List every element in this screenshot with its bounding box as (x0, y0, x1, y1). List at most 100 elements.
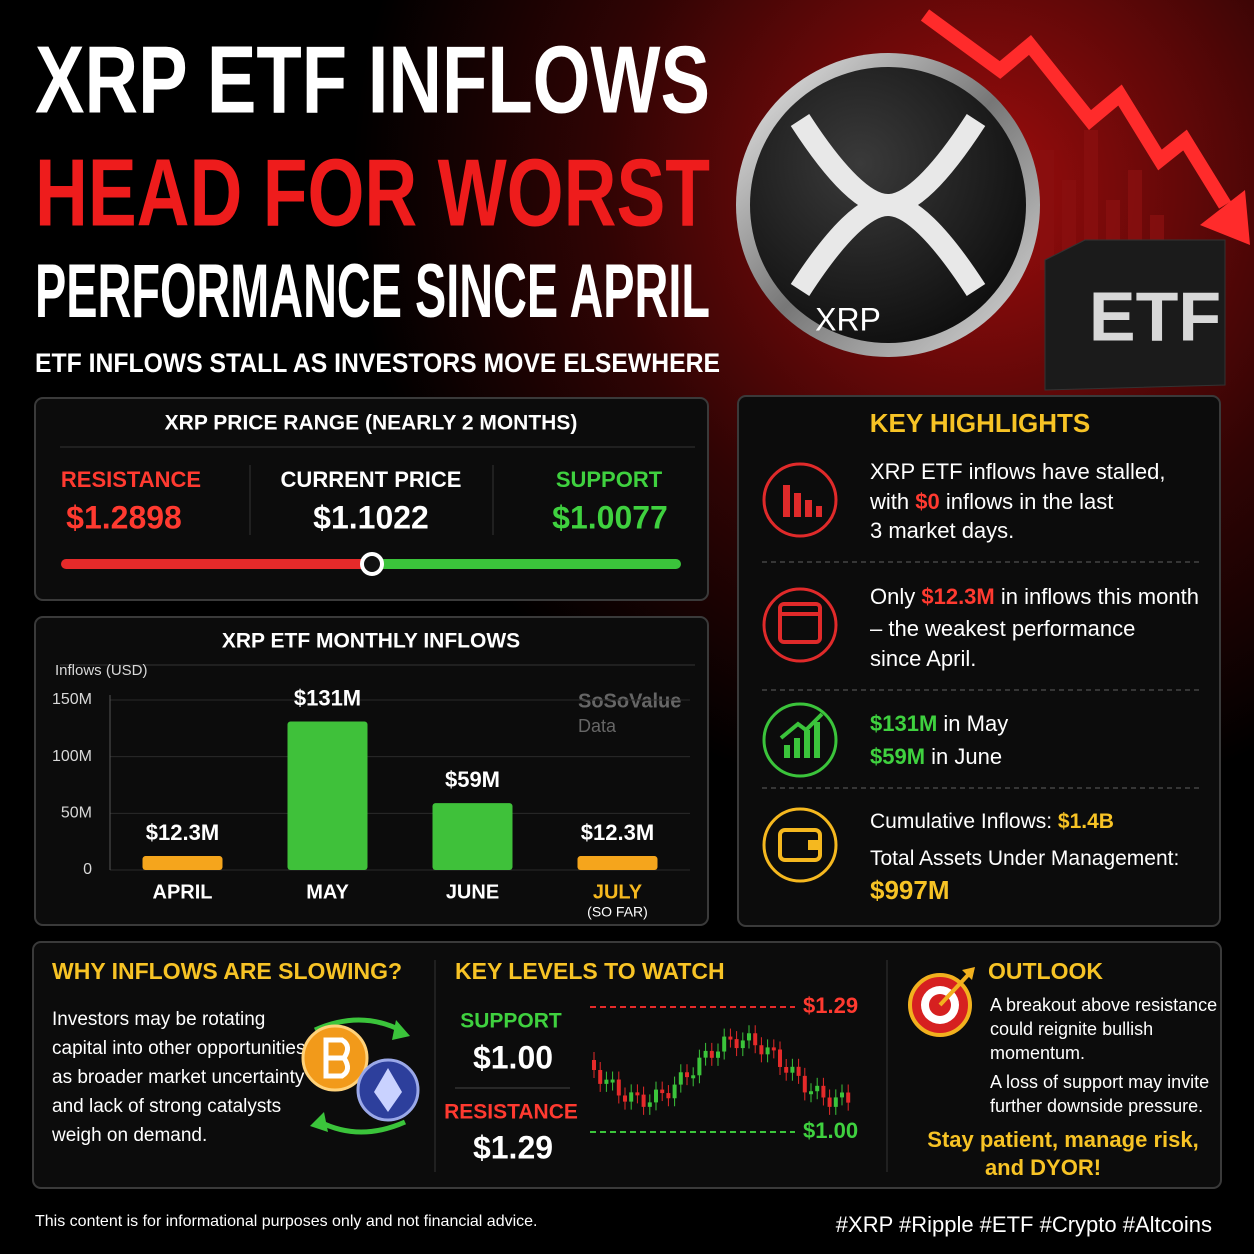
y-tick-label: 150M (52, 691, 92, 708)
highlight-text: XRP ETF inflows have stalled, with $0 in… (869, 459, 1172, 543)
label: CURRENT PRICE (281, 467, 462, 492)
price: $1.0077 (552, 499, 668, 535)
outlook-text: A breakout above resistance could reignit… (990, 995, 1217, 1116)
x-tick-label: MAY (306, 881, 349, 903)
candle (784, 1066, 789, 1073)
panel-title: KEY HIGHLIGHTS (870, 408, 1091, 438)
candle (790, 1066, 795, 1073)
panel (737, 395, 1221, 927)
target-icon (908, 967, 975, 1037)
candle (660, 1089, 665, 1094)
y-tick-label: 50M (61, 805, 92, 822)
candle (598, 1070, 603, 1084)
arrow-head (1200, 190, 1250, 245)
highlight-text: $131M in May $59M in June (870, 711, 1014, 769)
candle (691, 1075, 696, 1079)
candle (592, 1060, 596, 1070)
bar (577, 856, 658, 870)
candle (747, 1033, 751, 1041)
candle (678, 1072, 683, 1085)
bar-chart: 0 50M 100M 150M $12.3M APRIL $131M MAY $59M JUNE $… (52, 685, 690, 920)
candle (610, 1079, 615, 1083)
price: $1.29 (473, 1129, 553, 1165)
bar (142, 856, 223, 870)
trend-arrow (920, 9, 1231, 209)
x-tick-label: JUNE (446, 881, 499, 903)
candle (765, 1047, 770, 1055)
price: $1.00 (473, 1039, 553, 1075)
text-line: and lack of strong catalysts (52, 1096, 281, 1117)
data-label: $12.3M (146, 820, 219, 845)
data-label: $59M (445, 767, 500, 792)
disclaimer: This content is for informational purpos… (35, 1213, 538, 1230)
range-marker (360, 552, 384, 576)
x-tick-label: APRIL (153, 881, 213, 903)
candle (629, 1092, 634, 1102)
label: SUPPORT (460, 1010, 562, 1033)
y-tick-label: 0 (83, 861, 92, 878)
candle (722, 1036, 727, 1052)
hashtags: #XRP #Ripple #ETF #Crypto #Altcoins (836, 1212, 1212, 1237)
highlight-text: Cumulative Inflows: $1.4B Total Assets U… (870, 810, 1185, 905)
price: $1.1022 (313, 499, 429, 535)
level-label: $1.29 (803, 993, 858, 1018)
category-note: (SO FAR) (587, 904, 648, 920)
data-label: $12.3M (581, 820, 654, 845)
candle (709, 1050, 714, 1058)
etf-label: ETF (1089, 277, 1221, 355)
candle (827, 1097, 832, 1107)
level-label: $1.00 (803, 1118, 858, 1143)
subtitle: ETF INFLOWS STALL AS INVESTORS MOVE ELSE… (35, 348, 720, 378)
candle (703, 1050, 708, 1058)
candle (821, 1085, 826, 1098)
candle (623, 1095, 627, 1102)
closing: Stay patient, manage risk, (927, 1127, 1198, 1152)
candle (771, 1047, 776, 1051)
candle (697, 1057, 702, 1076)
coin-label: XRP (815, 301, 881, 337)
section-title: WHY INFLOWS ARE SLOWING? (52, 958, 402, 984)
text-line: further downside pressure. (990, 1096, 1203, 1116)
y-tick-label: 100M (52, 748, 92, 765)
text-line: as broader market uncertainty (52, 1067, 305, 1088)
data-label: $131M (294, 685, 361, 710)
watermark: SoSoValue (578, 690, 681, 712)
highlight-text: Only $12.3M in inflows this month – the … (870, 584, 1205, 671)
watermark: Data (578, 716, 617, 736)
section-title: KEY LEVELS TO WATCH (455, 958, 725, 984)
panel-title: XRP PRICE RANGE (NEARLY 2 MONTHS) (165, 412, 578, 435)
text-line: momentum. (990, 1043, 1085, 1063)
title-line: XRP ETF INFLOWS (35, 26, 710, 133)
candle (759, 1045, 764, 1055)
price: $1.2898 (66, 499, 182, 535)
candle (833, 1097, 838, 1107)
candle (728, 1036, 733, 1040)
candle (685, 1072, 689, 1078)
text-line: A loss of support may invite (990, 1072, 1209, 1092)
candle (815, 1085, 820, 1092)
candle-pattern (592, 1025, 851, 1115)
candle (840, 1092, 844, 1098)
candle (672, 1084, 677, 1099)
panel (34, 397, 709, 601)
candle (647, 1102, 652, 1107)
candle (846, 1092, 851, 1103)
candle (802, 1075, 807, 1093)
coins-icon (301, 1017, 420, 1135)
chart-title: XRP ETF MONTHLY INFLOWS (222, 630, 520, 653)
candle (740, 1040, 745, 1049)
text-line: weigh on demand. (51, 1125, 207, 1146)
label: RESISTANCE (61, 467, 201, 492)
label: RESISTANCE (444, 1101, 578, 1124)
candle (604, 1079, 609, 1084)
label: SUPPORT (556, 467, 663, 492)
title-line: PERFORMANCE SINCE APRIL (35, 249, 710, 334)
title-line: HEAD FOR WORST (35, 139, 710, 246)
icon (762, 462, 838, 883)
closing: and DYOR! (985, 1155, 1101, 1180)
section-title: OUTLOOK (988, 958, 1103, 984)
candle (666, 1093, 671, 1099)
why-text: Investors may be rotating capital into ot… (51, 1009, 306, 1146)
candle (654, 1089, 658, 1103)
candle (635, 1092, 640, 1096)
